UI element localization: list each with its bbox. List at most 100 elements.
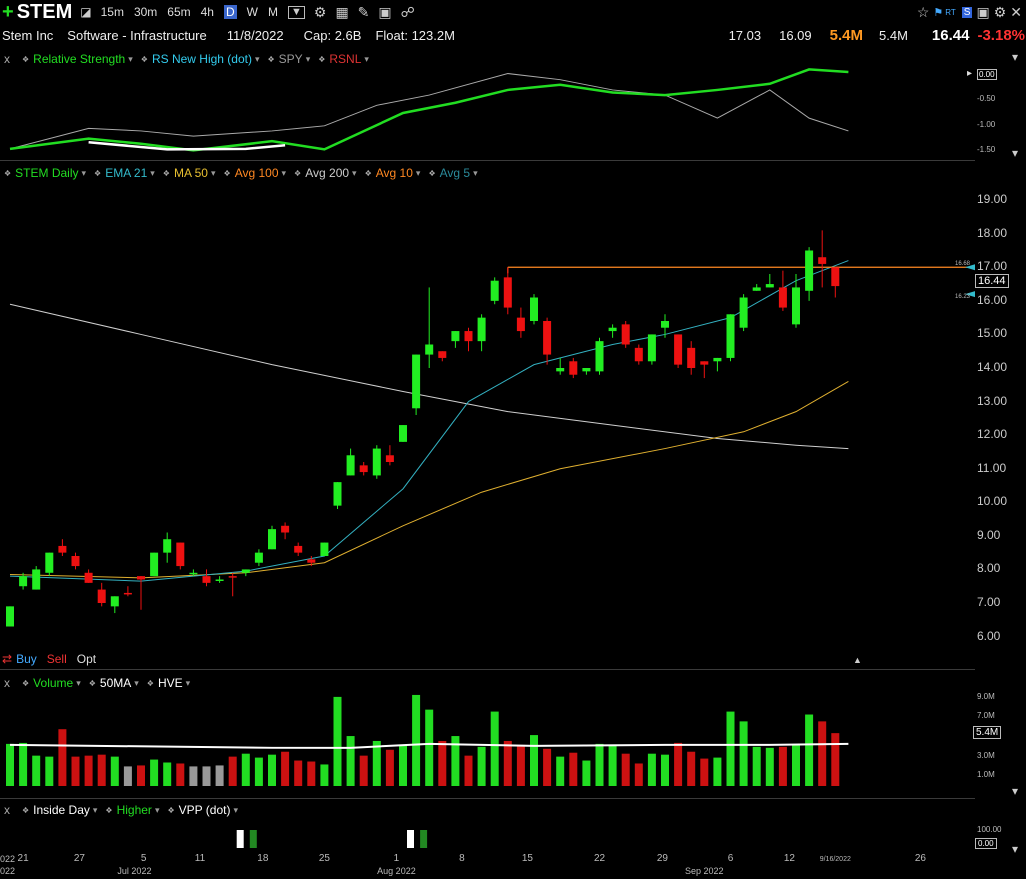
dropdown-arrow-icon[interactable]: ▾ [128, 53, 133, 64]
rs-legend-item[interactable]: ❖ RSNL ▾ [318, 52, 377, 66]
chart-type-dropdown-icon[interactable]: ▼ [287, 5, 305, 19]
volume-panel-scroll-icon[interactable]: ▾ [1012, 784, 1019, 798]
toggle-icon[interactable]: ❖ [94, 168, 102, 178]
dropdown-arrow-icon[interactable]: ▾ [185, 677, 191, 688]
share-icon[interactable]: ☍ [400, 3, 415, 20]
palette-icon[interactable]: ◪ [80, 5, 92, 19]
trade-icon[interactable]: ⇄ [2, 652, 13, 666]
draw-pencil-icon[interactable]: ✎ [357, 3, 370, 20]
candle-body [202, 576, 211, 583]
dropdown-arrow-icon[interactable]: ▾ [154, 804, 160, 815]
rt-icon[interactable]: RT [945, 7, 956, 17]
dropdown-arrow-icon[interactable]: ▾ [76, 677, 81, 688]
settings-icon[interactable]: ⚙ [313, 3, 327, 20]
rs-legend-item[interactable]: ❖ Relative Strength ▾ [22, 52, 141, 66]
toggle-icon[interactable]: ❖ [22, 678, 30, 688]
price-legend-item[interactable]: ❖ EMA 21 ▾ [94, 166, 163, 180]
sell-button[interactable]: Sell [46, 652, 67, 666]
toggle-icon[interactable]: ❖ [267, 54, 275, 64]
dropdown-arrow-icon[interactable]: ▾ [352, 167, 357, 178]
interval-65m[interactable]: 65m [167, 5, 191, 19]
ma200-line [9, 303, 849, 450]
toggle-icon[interactable]: ❖ [294, 168, 302, 178]
dropdown-arrow-icon[interactable]: ▾ [473, 167, 478, 178]
alert-flag-icon[interactable]: ⚑ [933, 6, 944, 19]
volume-bar [765, 747, 774, 786]
price-legend-item[interactable]: ❖ STEM Daily ▾ [4, 166, 94, 180]
price-legend-item[interactable]: ❖ Avg 100 ▾ [224, 166, 295, 180]
pattern-panel-close[interactable]: x [4, 803, 10, 817]
pattern-legend-item[interactable]: ❖ Inside Day ▾ [22, 803, 105, 817]
toggle-icon[interactable]: ❖ [140, 54, 148, 64]
rs-panel-close[interactable]: x [4, 52, 10, 66]
pattern-panel-scroll-icon[interactable]: ▾ [1012, 842, 1019, 856]
calculator-icon[interactable]: ▦ [335, 3, 349, 20]
dropdown-arrow-icon[interactable]: ▾ [305, 53, 311, 64]
toggle-icon[interactable]: ❖ [162, 168, 170, 178]
buy-button[interactable]: Buy [16, 652, 37, 666]
volume-bar [176, 763, 185, 786]
price-legend-item[interactable]: ❖ Avg 10 ▾ [365, 166, 429, 180]
price-legend-item[interactable]: ❖ MA 50 ▾ [163, 166, 224, 180]
volume-legend-item[interactable]: ❖ HVE ▾ [147, 676, 198, 690]
dropdown-arrow-icon[interactable]: ▾ [281, 167, 287, 178]
candle-body [228, 576, 237, 578]
toggle-icon[interactable]: ❖ [167, 805, 175, 815]
rs-legend-item[interactable]: ❖ RS New High (dot) ▾ [141, 52, 268, 66]
toggle-icon[interactable]: ❖ [364, 168, 372, 178]
toggle-icon[interactable]: ❖ [88, 678, 96, 688]
volume-legend-item[interactable]: ❖ Volume ▾ [22, 676, 89, 690]
price-legend-item[interactable]: ❖ Avg 200 ▾ [294, 166, 365, 180]
price-legend-item[interactable]: ❖ Avg 5 ▾ [428, 166, 485, 180]
close-chart-icon[interactable]: ✕ [1010, 3, 1022, 20]
toggle-icon[interactable]: ❖ [4, 168, 12, 178]
interval-W[interactable]: W [246, 5, 258, 19]
dropdown-arrow-icon[interactable]: ▾ [254, 53, 260, 64]
options-button[interactable]: Opt [76, 652, 97, 666]
interval-D[interactable]: D [223, 5, 237, 19]
gear-icon[interactable]: ⚙ [993, 3, 1007, 20]
toggle-icon[interactable]: ❖ [22, 54, 30, 64]
volume-bar [307, 761, 316, 786]
volume-bar [595, 743, 604, 786]
time-axis-day: 5 [141, 853, 147, 864]
screen-icon[interactable]: S [961, 6, 973, 18]
rs-panel-scroll-up-icon[interactable]: ▾ [1012, 50, 1019, 64]
symbol-title[interactable]: STEM [16, 0, 73, 23]
price-axis-tick: 18.00 [977, 225, 1008, 240]
pattern-legend-item[interactable]: ❖ Higher ▾ [105, 803, 167, 817]
toggle-icon[interactable]: ❖ [105, 805, 113, 815]
data-box-icon[interactable]: ▣ [378, 3, 392, 20]
star-icon[interactable]: ☆ [916, 3, 930, 20]
collapse-triangle-icon[interactable]: ▲ [853, 655, 862, 665]
add-symbol-icon[interactable]: + [2, 0, 14, 23]
interval-15m[interactable]: 15m [100, 5, 124, 19]
dropdown-arrow-icon[interactable]: ▾ [415, 167, 421, 178]
dropdown-arrow-icon[interactable]: ▾ [150, 167, 155, 178]
dropdown-arrow-icon[interactable]: ▾ [134, 677, 139, 688]
volume-legend-item[interactable]: ❖ 50MA ▾ [89, 676, 147, 690]
dropdown-arrow-icon[interactable]: ▾ [364, 53, 369, 64]
volume-bar [425, 709, 434, 786]
dropdown-arrow-icon[interactable]: ▾ [81, 167, 87, 178]
volume-bar [123, 766, 132, 786]
volume-bar [713, 757, 722, 786]
industry[interactable]: Software - Infrastructure [67, 27, 207, 43]
toggle-icon[interactable]: ❖ [428, 168, 436, 178]
time-axis-day: 27 [74, 853, 86, 864]
interval-4h[interactable]: 4h [200, 5, 214, 19]
interval-M[interactable]: M [267, 5, 278, 19]
toggle-icon[interactable]: ❖ [146, 678, 154, 688]
pattern-legend-item[interactable]: ❖ VPP (dot) ▾ [167, 803, 246, 817]
toggle-icon[interactable]: ❖ [318, 54, 326, 64]
rs-panel-scroll-down-icon[interactable]: ▾ [1012, 146, 1019, 160]
volume-panel-close[interactable]: x [4, 676, 10, 690]
toggle-icon[interactable]: ❖ [22, 805, 30, 815]
interval-30m[interactable]: 30m [133, 5, 158, 19]
dropdown-arrow-icon[interactable]: ▾ [210, 167, 216, 178]
rs-legend-item[interactable]: ❖ SPY ▾ [268, 52, 319, 66]
monitor-icon[interactable]: ▣ [976, 3, 990, 20]
dropdown-arrow-icon[interactable]: ▾ [92, 804, 98, 815]
dropdown-arrow-icon[interactable]: ▾ [233, 804, 238, 815]
toggle-icon[interactable]: ❖ [223, 168, 231, 178]
